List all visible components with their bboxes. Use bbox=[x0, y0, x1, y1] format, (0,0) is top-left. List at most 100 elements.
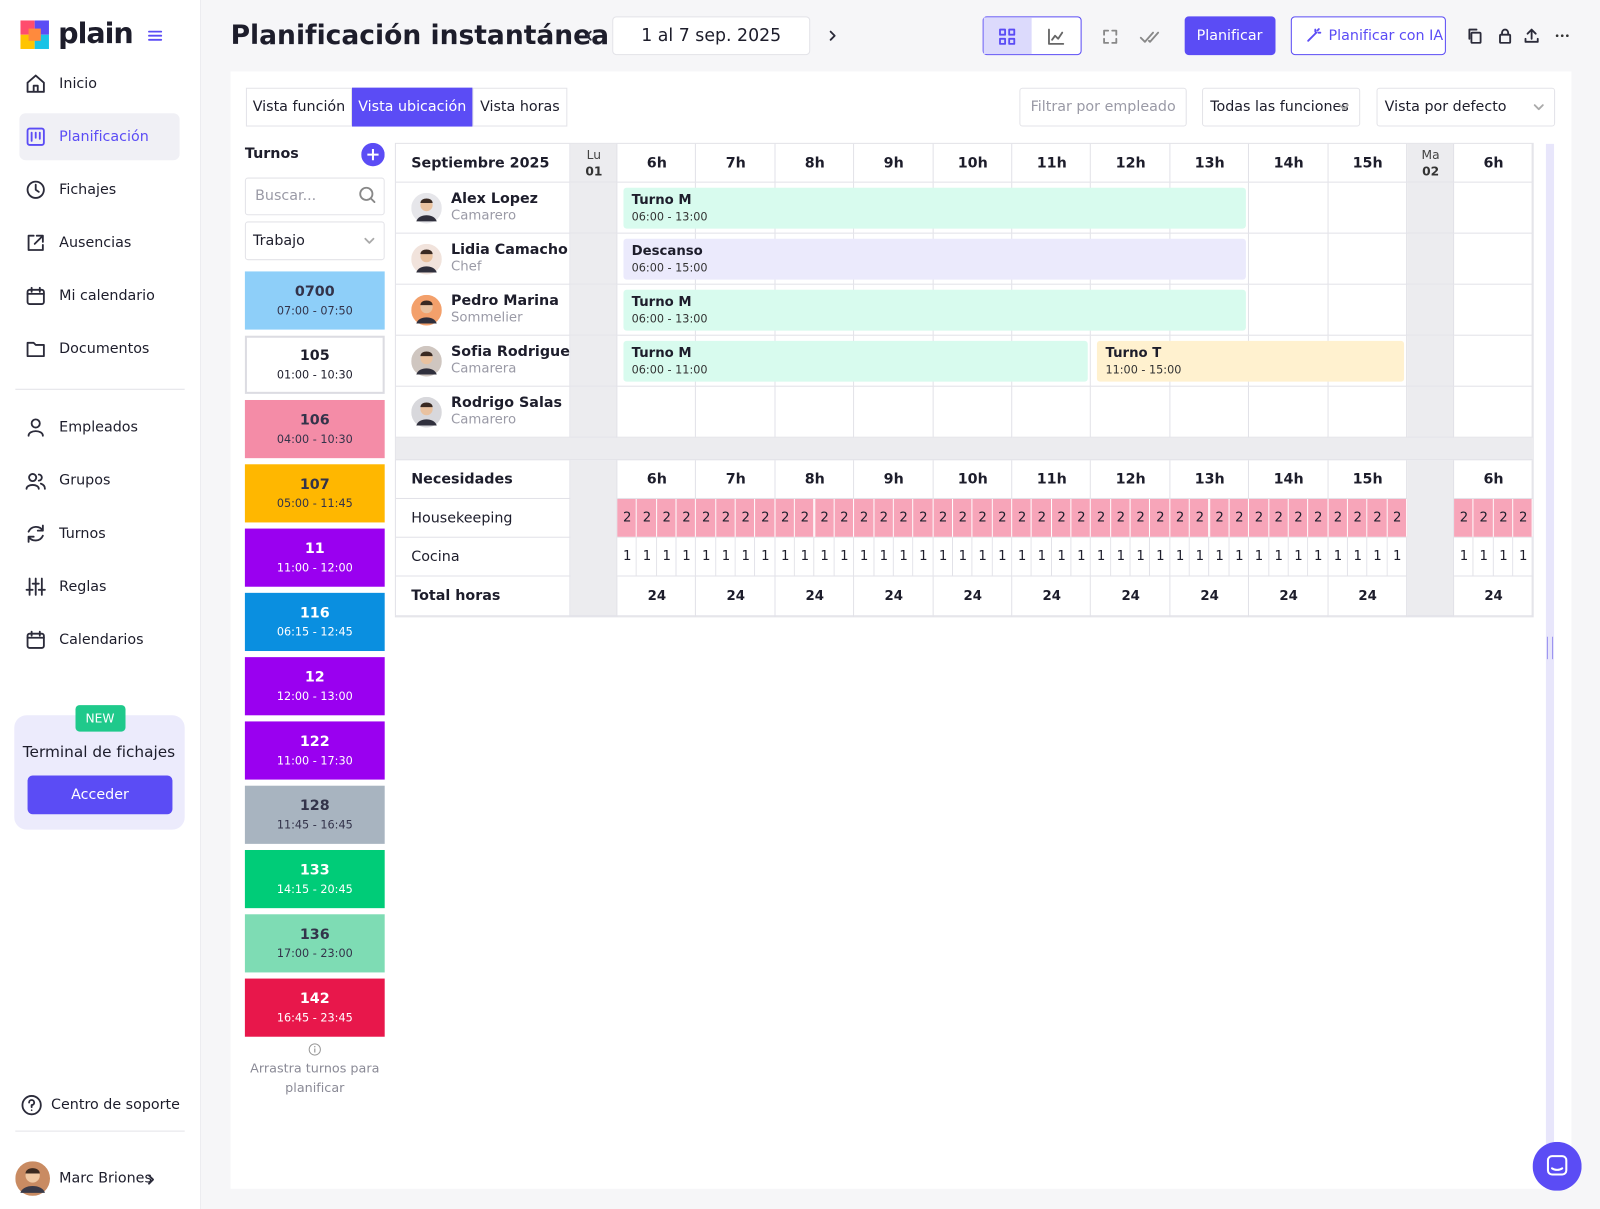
needs-slot[interactable] bbox=[1308, 498, 1329, 537]
slot-cell[interactable] bbox=[1170, 182, 1250, 234]
employee-filter[interactable] bbox=[1019, 87, 1187, 127]
next-week[interactable] bbox=[827, 29, 839, 43]
needs-slot[interactable] bbox=[1130, 498, 1151, 537]
view-tab[interactable] bbox=[245, 87, 353, 127]
slot-cell[interactable] bbox=[1012, 335, 1092, 387]
lock-icon[interactable] bbox=[1497, 28, 1513, 44]
needs-slot[interactable] bbox=[893, 498, 914, 537]
slot-cell[interactable] bbox=[1454, 335, 1534, 387]
shift-bar[interactable] bbox=[623, 289, 1247, 331]
needs-slot[interactable] bbox=[1031, 498, 1052, 537]
needs-slot[interactable] bbox=[1170, 537, 1190, 576]
needs-slot[interactable] bbox=[1170, 498, 1190, 537]
needs-slot[interactable] bbox=[1110, 498, 1131, 537]
needs-slot[interactable] bbox=[1150, 498, 1171, 537]
shift-bar[interactable] bbox=[1097, 340, 1405, 382]
scrollbar-handle[interactable] bbox=[1546, 636, 1554, 660]
needs-slot[interactable] bbox=[874, 537, 894, 576]
needs-slot[interactable] bbox=[1249, 537, 1269, 576]
slot-cell[interactable] bbox=[1328, 335, 1408, 387]
needs-slot[interactable] bbox=[1328, 498, 1348, 537]
date-box[interactable] bbox=[612, 16, 811, 56]
slot-cell[interactable] bbox=[854, 386, 934, 438]
slot-cell[interactable] bbox=[1012, 386, 1092, 438]
slot-cell[interactable] bbox=[1328, 284, 1408, 336]
needs-slot[interactable] bbox=[755, 498, 776, 537]
shift-template[interactable] bbox=[244, 978, 385, 1037]
needs-slot[interactable] bbox=[1268, 537, 1289, 576]
needs-slot[interactable] bbox=[1347, 498, 1368, 537]
select[interactable] bbox=[1376, 87, 1556, 127]
shift-template[interactable] bbox=[244, 849, 385, 909]
slot-cell[interactable] bbox=[1328, 182, 1408, 234]
needs-slot[interactable] bbox=[1387, 498, 1408, 537]
needs-slot[interactable] bbox=[1513, 498, 1534, 537]
needs-slot[interactable] bbox=[1110, 537, 1131, 576]
slot-cell[interactable] bbox=[617, 386, 697, 438]
select[interactable] bbox=[1202, 87, 1361, 127]
needs-slot[interactable] bbox=[972, 498, 993, 537]
needs-slot[interactable] bbox=[1091, 537, 1111, 576]
slot-cell[interactable] bbox=[1249, 233, 1329, 285]
slot-cell[interactable] bbox=[1454, 233, 1534, 285]
slot-cell[interactable] bbox=[1170, 386, 1250, 438]
needs-slot[interactable] bbox=[1473, 498, 1494, 537]
slot-cell[interactable] bbox=[1170, 284, 1250, 336]
needs-slot[interactable] bbox=[1051, 537, 1072, 576]
needs-slot[interactable] bbox=[755, 537, 776, 576]
needs-slot[interactable] bbox=[1249, 498, 1269, 537]
slot-cell[interactable] bbox=[1454, 386, 1534, 438]
needs-slot[interactable] bbox=[1229, 498, 1250, 537]
expand-icon[interactable] bbox=[1101, 28, 1119, 46]
needs-slot[interactable] bbox=[933, 537, 953, 576]
view-tab[interactable] bbox=[472, 87, 568, 127]
slot-cell[interactable] bbox=[933, 386, 1013, 438]
needs-slot[interactable] bbox=[656, 498, 677, 537]
needs-slot[interactable] bbox=[834, 537, 855, 576]
needs-slot[interactable] bbox=[1288, 498, 1309, 537]
shift-template[interactable] bbox=[244, 528, 385, 587]
needs-slot[interactable] bbox=[696, 498, 717, 537]
shift-template[interactable] bbox=[244, 399, 385, 459]
needs-slot[interactable] bbox=[854, 537, 875, 576]
slot-cell[interactable] bbox=[775, 386, 855, 438]
needs-slot[interactable] bbox=[854, 498, 875, 537]
shift-template[interactable] bbox=[244, 335, 385, 394]
shift-bar[interactable] bbox=[623, 187, 1247, 229]
needs-slot[interactable] bbox=[1308, 537, 1329, 576]
needs-slot[interactable] bbox=[952, 537, 973, 576]
slot-cell[interactable] bbox=[1249, 284, 1329, 336]
needs-slot[interactable] bbox=[1473, 537, 1494, 576]
needs-slot[interactable] bbox=[1288, 537, 1309, 576]
needs-slot[interactable] bbox=[716, 498, 736, 537]
needs-slot[interactable] bbox=[775, 498, 796, 537]
more-icon[interactable] bbox=[1554, 28, 1570, 44]
needs-slot[interactable] bbox=[913, 537, 934, 576]
needs-slot[interactable] bbox=[676, 498, 697, 537]
needs-slot[interactable] bbox=[1328, 537, 1348, 576]
needs-slot[interactable] bbox=[696, 537, 717, 576]
nav-item[interactable] bbox=[19, 113, 180, 161]
needs-slot[interactable] bbox=[1367, 498, 1388, 537]
view-tab[interactable] bbox=[352, 87, 473, 127]
slot-cell[interactable] bbox=[1249, 386, 1329, 438]
shift-template[interactable] bbox=[244, 464, 385, 523]
slot-cell[interactable] bbox=[696, 386, 776, 438]
needs-slot[interactable] bbox=[617, 537, 638, 576]
needs-slot[interactable] bbox=[1130, 537, 1151, 576]
shift-type-select[interactable] bbox=[244, 221, 385, 261]
needs-slot[interactable] bbox=[1493, 498, 1514, 537]
promo-button[interactable] bbox=[27, 775, 173, 815]
shift-bar[interactable] bbox=[623, 340, 1089, 382]
slot-cell[interactable] bbox=[1091, 386, 1171, 438]
shift-template[interactable] bbox=[244, 914, 385, 973]
slot-cell[interactable] bbox=[1454, 182, 1534, 234]
needs-slot[interactable] bbox=[1189, 498, 1210, 537]
needs-slot[interactable] bbox=[1189, 537, 1210, 576]
needs-slot[interactable] bbox=[637, 498, 657, 537]
chat-button[interactable] bbox=[1532, 1141, 1582, 1191]
needs-slot[interactable] bbox=[1031, 537, 1052, 576]
needs-slot[interactable] bbox=[1209, 498, 1230, 537]
needs-slot[interactable] bbox=[1454, 498, 1474, 537]
needs-slot[interactable] bbox=[814, 498, 835, 537]
